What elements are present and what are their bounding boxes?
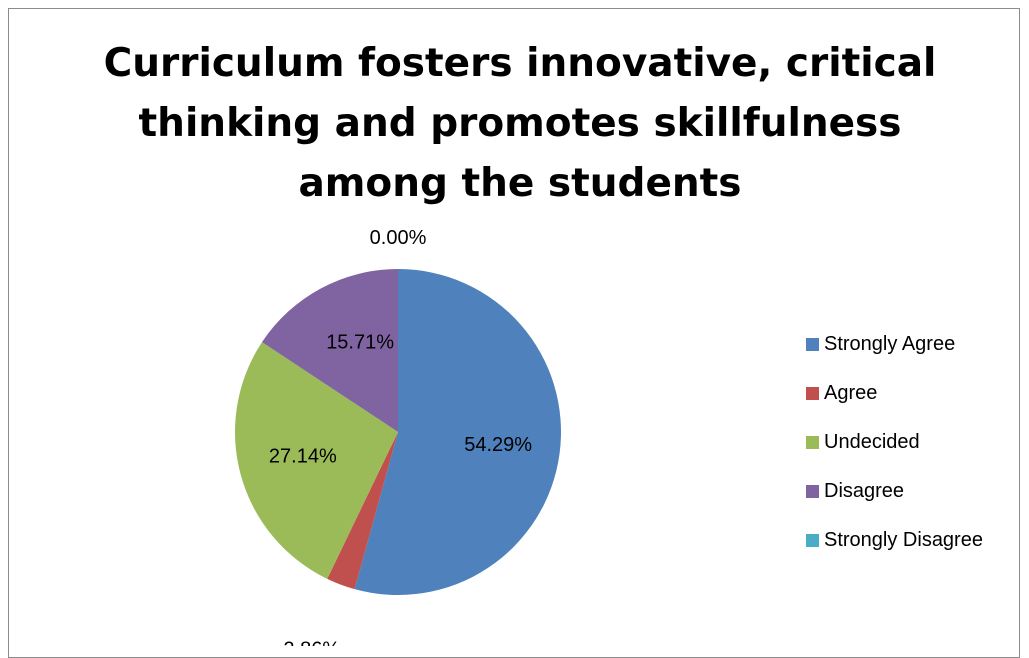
legend-item-disagree: Disagree: [806, 467, 983, 516]
pie-slice-strongly-agree: [354, 269, 562, 595]
data-label-agree: 2.86%: [283, 639, 340, 646]
data-label-strongly-disagree: 0.00%: [370, 227, 427, 249]
data-label-disagree: 15.71%: [326, 331, 394, 353]
legend-item-agree: Agree: [806, 369, 983, 418]
chart-title: Curriculum fosters innovative, critical …: [103, 41, 937, 206]
legend-label-undecided: Undecided: [824, 431, 920, 453]
legend-item-strongly-disagree: Strongly Disagree: [806, 516, 983, 565]
pie-slice-agree: [327, 432, 398, 590]
legend-swatch-strongly-agree: [806, 338, 819, 351]
pie-slice-undecided: [235, 342, 398, 579]
legend-label-strongly-agree: Strongly Agree: [824, 333, 956, 355]
legend-label-disagree: Disagree: [824, 480, 905, 502]
legend: Strongly Agree Agree Undecided Disagree Stro…: [806, 320, 983, 565]
legend-item-strongly-agree: Strongly Agree: [806, 320, 983, 369]
legend-swatch-undecided: [806, 436, 819, 449]
pie-data-labels: 54.29% 2.86% 27.14% 15.71% 0.00%: [269, 227, 532, 646]
legend-label-strongly-disagree: Strongly Disagree: [824, 529, 983, 551]
pie-slices: [235, 269, 562, 595]
legend-swatch-agree: [806, 387, 819, 400]
legend-swatch-disagree: [806, 485, 819, 498]
legend-label-agree: Agree: [824, 382, 878, 404]
legend-swatch-strongly-disagree: [806, 534, 819, 547]
legend-item-undecided: Undecided: [806, 418, 983, 467]
data-label-undecided: 27.14%: [269, 445, 337, 467]
pie-slice-disagree: [261, 269, 398, 432]
data-label-strongly-agree: 54.29%: [464, 434, 532, 456]
